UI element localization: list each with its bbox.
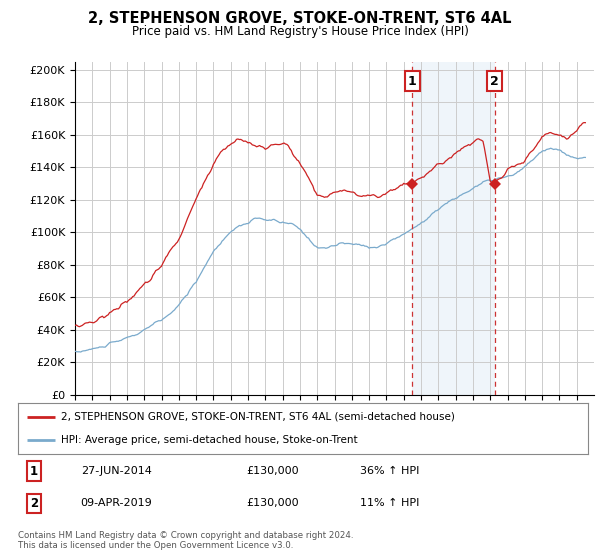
Text: 09-APR-2019: 09-APR-2019 (80, 498, 152, 508)
Text: 1: 1 (408, 74, 416, 87)
Text: 2: 2 (30, 497, 38, 510)
Text: £130,000: £130,000 (246, 498, 299, 508)
Text: 1: 1 (30, 465, 38, 478)
Text: 27-JUN-2014: 27-JUN-2014 (80, 466, 152, 476)
Text: 2: 2 (490, 74, 499, 87)
Text: 2, STEPHENSON GROVE, STOKE-ON-TRENT, ST6 4AL: 2, STEPHENSON GROVE, STOKE-ON-TRENT, ST6… (88, 11, 512, 26)
Text: HPI: Average price, semi-detached house, Stoke-on-Trent: HPI: Average price, semi-detached house,… (61, 435, 358, 445)
Text: £130,000: £130,000 (246, 466, 299, 476)
Text: Price paid vs. HM Land Registry's House Price Index (HPI): Price paid vs. HM Land Registry's House … (131, 25, 469, 38)
Bar (412, 62, 495, 395)
Text: Contains HM Land Registry data © Crown copyright and database right 2024.
This d: Contains HM Land Registry data © Crown c… (18, 531, 353, 550)
Text: 2, STEPHENSON GROVE, STOKE-ON-TRENT, ST6 4AL (semi-detached house): 2, STEPHENSON GROVE, STOKE-ON-TRENT, ST6… (61, 412, 455, 422)
Text: 11% ↑ HPI: 11% ↑ HPI (360, 498, 419, 508)
Text: 36% ↑ HPI: 36% ↑ HPI (360, 466, 419, 476)
